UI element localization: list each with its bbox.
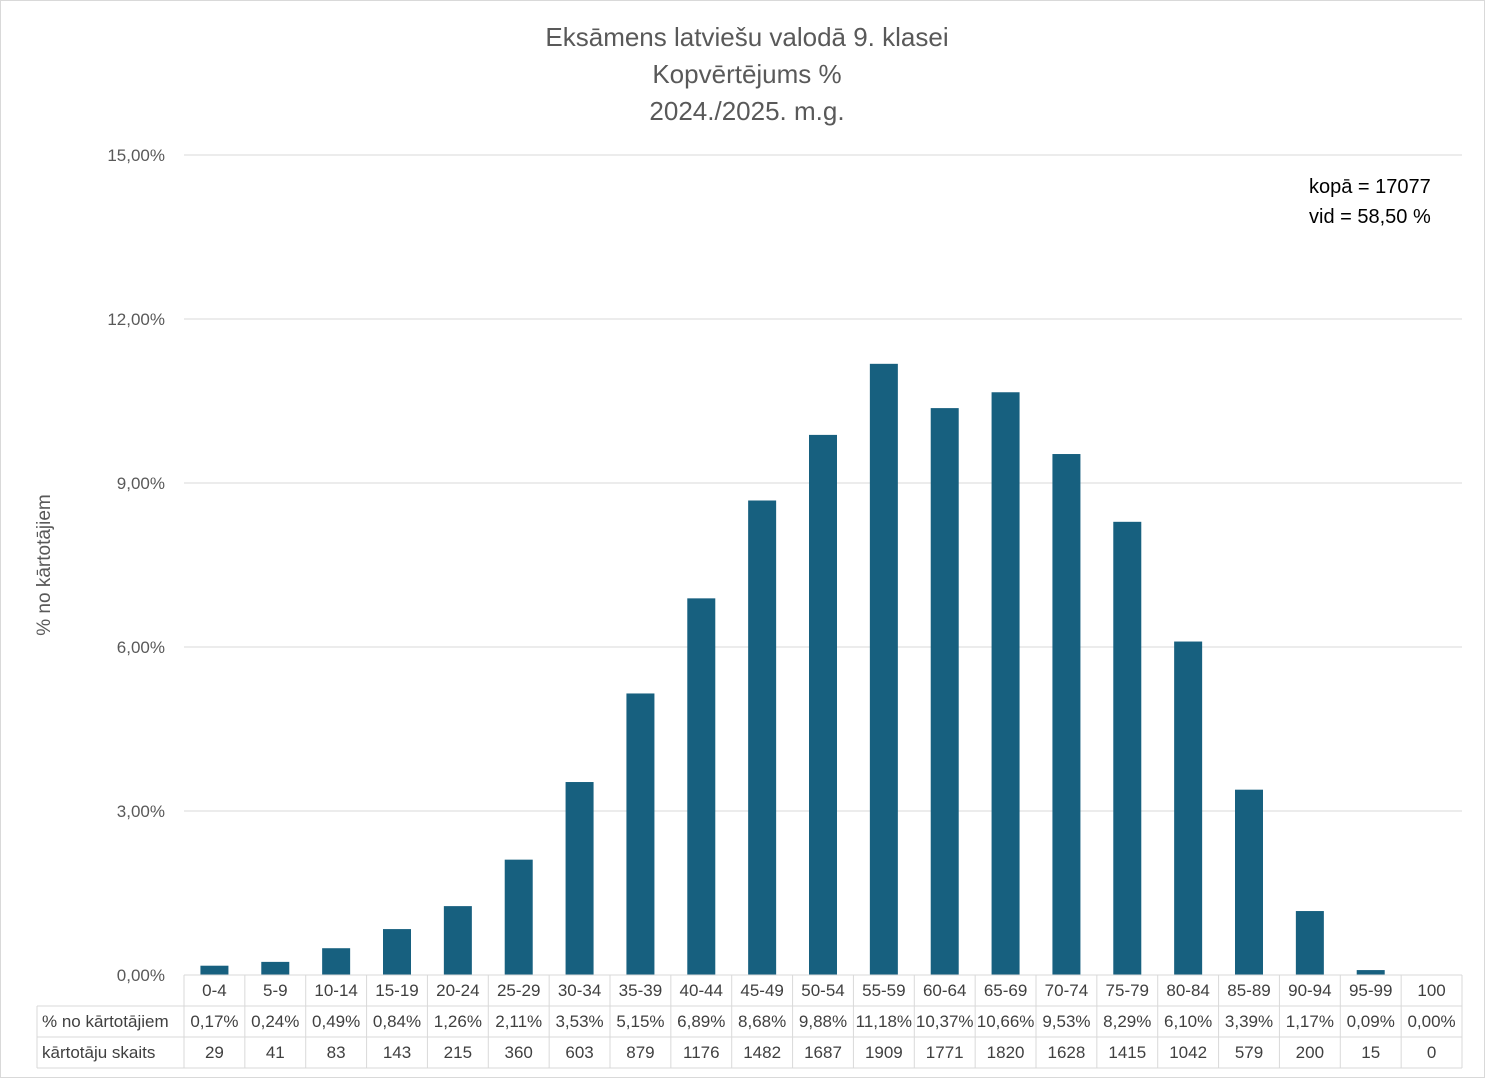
data-label: 879 [626,1043,654,1062]
x-tick-label: 10-14 [314,981,357,1000]
bar-40-44 [687,598,716,975]
y-tick-label: 9,00% [117,474,165,493]
x-tick-label: 25-29 [497,981,540,1000]
data-label: 0,49% [312,1012,360,1031]
data-label: 11,18% [856,1012,912,1031]
data-label: 1909 [865,1043,903,1062]
bar-55-59 [869,363,898,975]
chart-title-line-1: Kopvērtējums % [652,59,841,89]
annotation-1: vid = 58,50 % [1309,206,1431,228]
data-label: 1,26% [434,1012,482,1031]
data-label: 0,84% [373,1012,421,1031]
x-tick-label: 70-74 [1045,981,1088,1000]
y-tick-label: 15,00% [107,146,165,165]
x-tick-label: 50-54 [801,981,844,1000]
data-label: 0,09% [1347,1012,1395,1031]
data-label: 1628 [1048,1043,1086,1062]
x-tick-label: 100 [1417,981,1445,1000]
x-tick-label: 35-39 [619,981,662,1000]
data-label: 5,15% [616,1012,664,1031]
y-tick-label: 6,00% [117,638,165,657]
x-tick-label: 0-4 [202,981,227,1000]
x-tick-label: 45-49 [740,981,783,1000]
data-label: 1,17% [1286,1012,1334,1031]
data-label: 2,11% [495,1012,542,1031]
data-label: 8,29% [1103,1012,1151,1031]
x-tick-label: 55-59 [862,981,905,1000]
data-label: 1176 [683,1043,720,1062]
x-tick-label: 90-94 [1288,981,1331,1000]
x-tick-label: 5-9 [263,981,288,1000]
data-label: 29 [205,1043,224,1062]
x-tick-label: 65-69 [984,981,1027,1000]
bar-20-24 [443,906,472,975]
data-label: 215 [444,1043,472,1062]
bar-5-9 [261,961,290,975]
data-label: 6,10% [1164,1012,1212,1031]
table-row-label: kārtotāju skaits [42,1043,155,1062]
data-label: 1042 [1169,1043,1207,1062]
bar-90-94 [1295,911,1324,975]
annotation-0: kopā = 17077 [1309,176,1431,198]
x-tick-label: 40-44 [680,981,723,1000]
data-label: 1415 [1108,1043,1146,1062]
bar-50-54 [809,434,837,976]
bar-35-39 [626,693,655,975]
data-label: 8,68% [738,1012,786,1031]
x-tick-label: 60-64 [923,981,966,1000]
data-label: 0 [1427,1043,1436,1062]
bar-45-49 [748,500,777,975]
bar-60-64 [930,408,959,975]
data-label: 15 [1361,1043,1380,1062]
data-label: 0,00% [1407,1012,1455,1031]
x-tick-label: 15-19 [375,981,418,1000]
data-label: 603 [565,1043,593,1062]
data-label: 83 [327,1043,346,1062]
data-label: 9,88% [799,1012,847,1031]
bar-80-84 [1174,641,1203,975]
bar-15-19 [383,929,411,975]
bar-30-34 [565,782,594,975]
data-label: 1771 [926,1043,964,1062]
bar-95-99 [1356,970,1385,975]
data-label: 3,53% [555,1012,603,1031]
data-label: 1820 [987,1043,1025,1062]
data-label: 1482 [743,1043,781,1062]
table-row-label: % no kārtotājiem [42,1012,169,1031]
data-label: 579 [1235,1043,1263,1062]
data-label: 0,24% [251,1012,299,1031]
bar-75-79 [1113,521,1142,975]
chart-title-line-0: Eksāmens latviešu valodā 9. klasei [545,22,948,52]
x-tick-label: 80-84 [1166,981,1209,1000]
bar-25-29 [504,859,533,975]
bar-85-89 [1235,789,1263,975]
bar-0-4 [200,965,229,975]
y-tick-label: 12,00% [107,310,165,329]
data-label: 6,89% [677,1012,725,1031]
bar-10-14 [322,948,351,975]
data-label: 0,17% [190,1012,238,1031]
data-label: 10,66% [977,1012,1035,1031]
y-axis-label: % no kārtotājiem [34,494,55,636]
data-label: 200 [1296,1043,1324,1062]
x-tick-label: 95-99 [1349,981,1392,1000]
x-tick-label: 75-79 [1106,981,1149,1000]
data-label: 41 [266,1043,285,1062]
y-tick-label: 0,00% [117,966,165,985]
data-label: 3,39% [1225,1012,1273,1031]
data-label: 1687 [804,1043,842,1062]
data-label: 143 [383,1043,411,1062]
bar-65-69 [991,392,1020,976]
y-tick-label: 3,00% [117,802,165,821]
data-label: 360 [505,1043,533,1062]
data-label: 9,53% [1042,1012,1090,1031]
data-label: 10,37% [916,1012,974,1031]
bar-70-74 [1052,454,1081,975]
chart-title-line-2: 2024./2025. m.g. [649,96,844,126]
x-tick-label: 30-34 [558,981,601,1000]
x-tick-label: 85-89 [1227,981,1270,1000]
x-tick-label: 20-24 [436,981,479,1000]
